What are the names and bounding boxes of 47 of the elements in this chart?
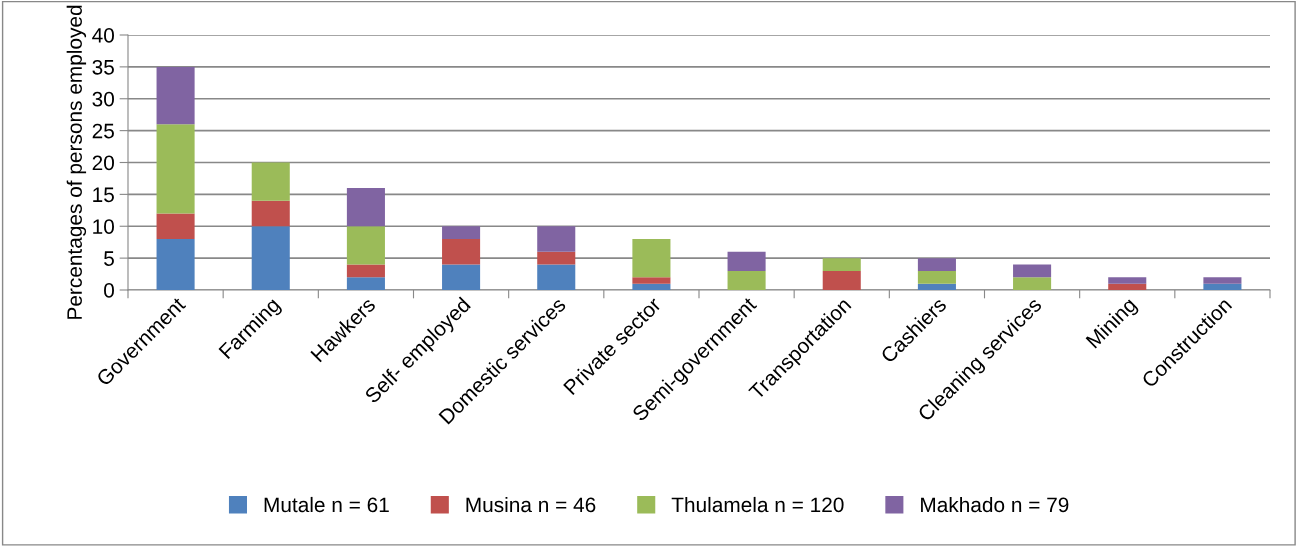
bar bbox=[917, 283, 956, 290]
bar bbox=[251, 226, 290, 290]
bar bbox=[346, 264, 385, 278]
bar bbox=[156, 66, 195, 125]
y-tick-label: 40 bbox=[92, 28, 114, 43]
bar bbox=[537, 226, 576, 252]
bar bbox=[1013, 264, 1052, 278]
bar bbox=[156, 239, 195, 290]
bar bbox=[1108, 283, 1147, 290]
y-tick-label: 5 bbox=[104, 251, 114, 266]
y-tick-label: 15 bbox=[93, 187, 114, 203]
bar bbox=[442, 239, 481, 265]
bar bbox=[632, 239, 671, 278]
bar bbox=[822, 270, 861, 290]
y-tick-label: 0 bbox=[104, 283, 114, 298]
bar bbox=[537, 251, 576, 265]
bar bbox=[1013, 277, 1052, 290]
bar bbox=[537, 264, 576, 290]
bar bbox=[917, 258, 956, 271]
bar bbox=[632, 277, 671, 284]
bar bbox=[1203, 277, 1242, 284]
bar bbox=[727, 270, 766, 290]
bar bbox=[346, 188, 385, 227]
bar bbox=[442, 264, 481, 290]
bar bbox=[156, 124, 195, 214]
bar bbox=[346, 226, 385, 265]
bar bbox=[442, 226, 481, 239]
legend-label: Thulamela n = 120 bbox=[671, 496, 844, 513]
y-tick-label: 10 bbox=[93, 219, 114, 234]
y-axis-title: Percentages of persons employed bbox=[66, 5, 87, 319]
bar bbox=[917, 270, 956, 284]
bar bbox=[1108, 277, 1147, 284]
bar bbox=[1203, 283, 1242, 290]
legend-label: Makhado n = 79 bbox=[921, 496, 1069, 513]
bar bbox=[251, 200, 290, 227]
y-tick-label: 30 bbox=[92, 91, 114, 107]
bar bbox=[727, 251, 766, 271]
y-tick-label: 25 bbox=[92, 123, 114, 139]
bar bbox=[822, 258, 861, 271]
bar bbox=[346, 277, 385, 290]
y-tick-label: 20 bbox=[92, 155, 114, 171]
y-tick-label: 35 bbox=[92, 59, 114, 75]
legend-label: Musina n = 46 bbox=[466, 496, 596, 513]
bar bbox=[632, 283, 671, 290]
legend-label: Mutale n = 61 bbox=[264, 496, 389, 513]
bar bbox=[251, 162, 290, 201]
bar bbox=[156, 213, 195, 239]
